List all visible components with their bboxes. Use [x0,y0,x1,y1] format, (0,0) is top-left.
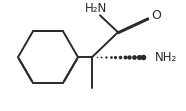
Text: O: O [151,9,161,22]
Text: NH₂: NH₂ [155,51,177,64]
Text: H₂N: H₂N [85,2,107,15]
